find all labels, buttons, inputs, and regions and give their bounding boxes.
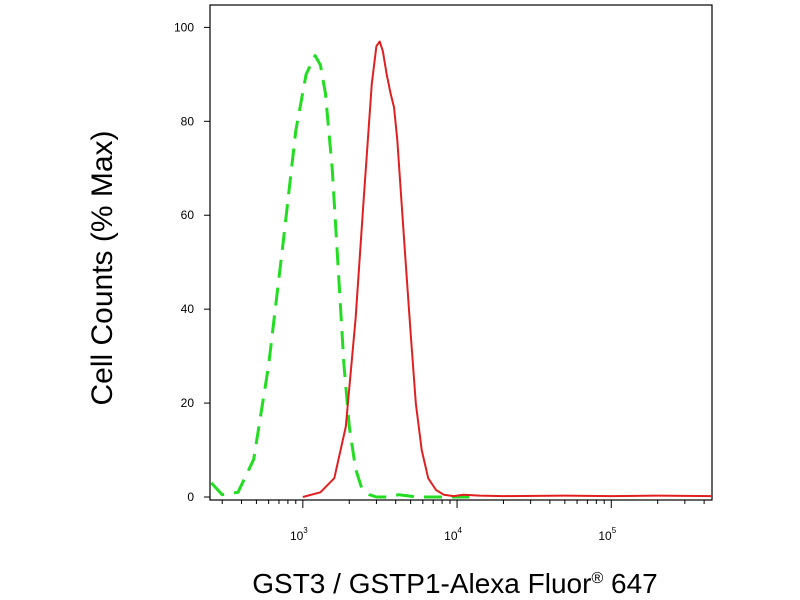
isotype-control-histogram: [210, 54, 470, 499]
x-axis-title-tail: 647: [603, 568, 658, 599]
x-tick-label: 103: [290, 526, 308, 543]
sample-histogram: [302, 40, 713, 498]
x-axis-title: GST3 / GSTP1-Alexa Fluor® 647: [252, 568, 658, 599]
series-layer: [210, 40, 713, 499]
y-tick-label: 80: [181, 114, 195, 128]
x-axis-title-main: GST3 / GSTP1-Alexa Fluor: [252, 568, 591, 599]
x-axis-title-mark: ®: [591, 570, 603, 587]
x-tick-label: 105: [598, 526, 616, 543]
y-tick-label: 60: [181, 208, 195, 222]
y-tick-label: 100: [174, 20, 194, 34]
plot-frame: [209, 4, 713, 501]
y-axis-ticks: 0 20 40 60 80 100: [174, 20, 210, 504]
y-tick-label: 20: [181, 396, 195, 410]
x-axis-ticks: 103 104 105: [221, 500, 705, 543]
y-tick-label: 0: [187, 490, 194, 504]
x-tick-label: 104: [444, 526, 462, 543]
y-tick-label: 40: [181, 302, 195, 316]
y-axis-title: Cell Counts (% Max): [86, 130, 119, 405]
